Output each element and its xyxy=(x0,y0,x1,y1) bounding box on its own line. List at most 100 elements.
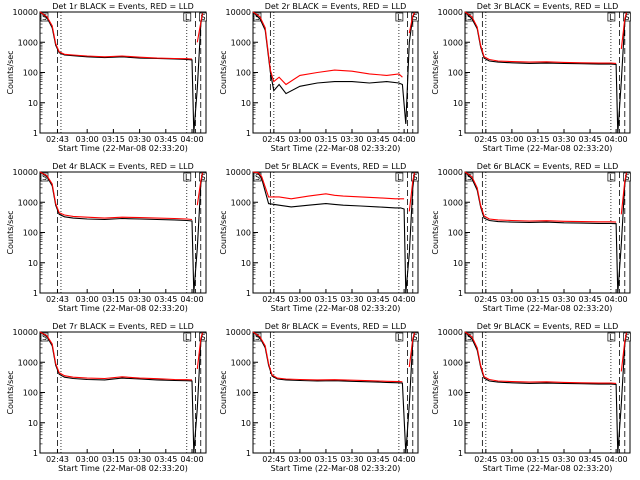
x-tick-label: 02:45 xyxy=(262,135,285,144)
y-tick-label: 1 xyxy=(246,129,251,138)
y-tick-label: 1 xyxy=(246,289,251,298)
y-tick-label: 100 xyxy=(448,229,463,238)
y-axis-label: Counts/sec xyxy=(219,50,228,94)
x-tick-label: 03:15 xyxy=(102,455,125,464)
marker-label: L xyxy=(609,333,614,342)
marker-label: L xyxy=(609,13,614,22)
marker-label: S xyxy=(412,333,417,342)
marker-label: S xyxy=(42,333,47,342)
x-tick-label: 04:00 xyxy=(393,455,416,464)
x-tick-label: 03:30 xyxy=(340,135,363,144)
x-tick-label: 02:45 xyxy=(262,295,285,304)
y-tick-label: 10000 xyxy=(438,328,463,337)
y-tick-label: 10000 xyxy=(13,8,38,17)
y-tick-label: 1000 xyxy=(231,358,251,367)
x-tick-label: 03:45 xyxy=(367,455,390,464)
y-tick-label: 1000 xyxy=(231,198,251,207)
plot-frame xyxy=(39,11,207,134)
y-tick-label: 1 xyxy=(458,289,463,298)
marker-box xyxy=(411,172,419,182)
chart-title: Det 7r BLACK = Events, RED = LLD xyxy=(52,322,194,331)
marker-label: S xyxy=(412,173,417,182)
y-tick-label: 1000 xyxy=(231,38,251,47)
chart-title: Det 2r BLACK = Events, RED = LLD xyxy=(265,2,407,11)
chart-title: Det 8r BLACK = Events, RED = LLD xyxy=(265,322,407,331)
y-axis-label: Counts/sec xyxy=(431,370,440,414)
x-tick-label: 02:45 xyxy=(474,455,497,464)
y-tick-label: 10000 xyxy=(226,328,251,337)
chart-panel-5: Det 5r BLACK = Events, RED = LLD 1 10 100 10… xyxy=(219,162,419,313)
marker-label: S xyxy=(624,173,629,182)
series-line-events xyxy=(39,171,204,294)
y-tick-label: 100 xyxy=(23,229,38,238)
y-tick-label: 10 xyxy=(241,419,251,428)
marker-box xyxy=(199,172,207,182)
marker-box xyxy=(395,12,404,22)
series-line-lld xyxy=(39,171,204,221)
chart-title: Det 5r BLACK = Events, RED = LLD xyxy=(265,162,407,171)
x-axis-label: Start Time (22-Mar-08 02:33:20) xyxy=(483,464,613,473)
x-tick-label: 04:00 xyxy=(393,135,416,144)
x-tick-label: 02:43 xyxy=(46,295,69,304)
y-tick-label: 100 xyxy=(23,69,38,78)
series-line-events xyxy=(252,331,416,454)
marker-box xyxy=(411,12,419,22)
x-tick-label: 03:00 xyxy=(500,455,523,464)
series-line-lld xyxy=(252,331,416,383)
marker-box xyxy=(40,12,49,22)
y-tick-label: 10000 xyxy=(226,8,251,17)
marker-box xyxy=(395,172,404,182)
marker-label: S xyxy=(624,333,629,342)
y-axis-label: Counts/sec xyxy=(219,210,228,254)
y-tick-label: 1000 xyxy=(18,358,38,367)
chart-panel-3: Det 3r BLACK = Events, RED = LLD 1 10 100 10… xyxy=(431,2,631,153)
x-tick-label: 04:00 xyxy=(180,295,203,304)
x-tick-label: 03:45 xyxy=(154,135,177,144)
chart-title: Det 3r BLACK = Events, RED = LLD xyxy=(477,2,619,11)
marker-label: S xyxy=(467,13,472,22)
plot-frame xyxy=(39,171,207,294)
series-line-lld xyxy=(252,171,416,212)
y-axis-label: Counts/sec xyxy=(431,210,440,254)
marker-label: S xyxy=(255,173,260,182)
y-tick-label: 1 xyxy=(458,129,463,138)
marker-box xyxy=(607,12,616,22)
plot-frame xyxy=(464,171,631,294)
y-axis-label: Counts/sec xyxy=(6,370,15,414)
x-tick-label: 04:00 xyxy=(605,295,628,304)
x-tick-label: 03:30 xyxy=(128,295,151,304)
series-line-lld xyxy=(39,331,204,381)
marker-box xyxy=(607,332,616,342)
marker-box xyxy=(199,12,207,22)
y-tick-label: 1 xyxy=(33,289,38,298)
x-tick-label: 03:45 xyxy=(579,135,602,144)
y-tick-label: 10000 xyxy=(438,168,463,177)
plot-frame xyxy=(464,331,631,454)
x-tick-label: 04:00 xyxy=(605,135,628,144)
series-line-lld xyxy=(252,11,415,86)
x-tick-label: 03:00 xyxy=(76,135,99,144)
x-tick-label: 03:00 xyxy=(500,135,523,144)
marker-label: S xyxy=(42,173,47,182)
y-tick-label: 100 xyxy=(23,389,38,398)
x-tick-label: 03:15 xyxy=(526,455,549,464)
x-tick-label: 03:45 xyxy=(579,295,602,304)
y-tick-label: 1 xyxy=(33,449,38,458)
y-tick-label: 10 xyxy=(453,99,463,108)
plot-frame xyxy=(252,11,419,134)
y-tick-label: 10 xyxy=(241,99,251,108)
marker-box xyxy=(607,172,616,182)
x-axis-label: Start Time (22-Mar-08 02:33:20) xyxy=(271,464,401,473)
x-tick-label: 03:00 xyxy=(500,295,523,304)
marker-box xyxy=(253,332,262,342)
series-line-events xyxy=(39,11,204,134)
x-tick-label: 03:45 xyxy=(154,455,177,464)
y-tick-label: 10000 xyxy=(226,168,251,177)
y-tick-label: 1000 xyxy=(443,38,463,47)
x-tick-label: 02:43 xyxy=(46,135,69,144)
series-line-events xyxy=(252,11,415,124)
plot-frame xyxy=(39,331,207,454)
plot-frame xyxy=(252,171,419,294)
x-tick-label: 03:00 xyxy=(288,295,311,304)
